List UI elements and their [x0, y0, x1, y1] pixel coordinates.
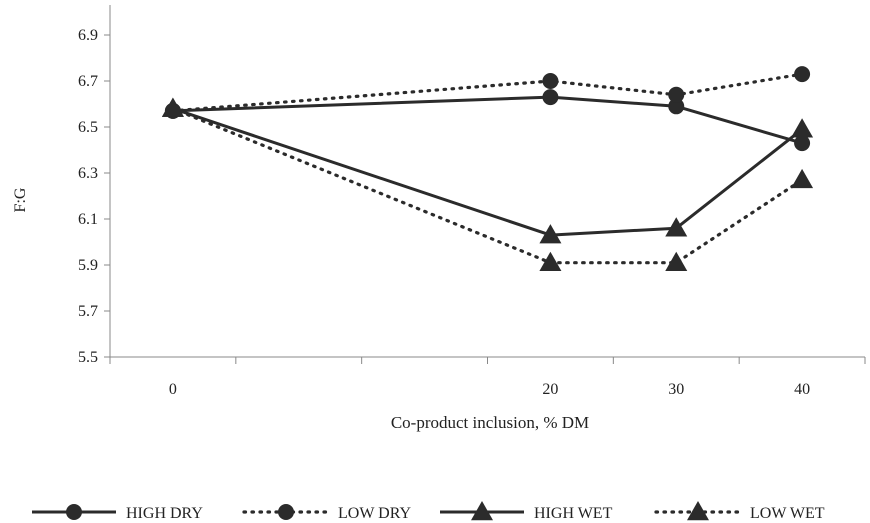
- legend: HIGH DRY LOW DRY HIGH WET LOW WET: [32, 501, 825, 522]
- high-dry-line: [172, 95, 803, 145]
- y-tick-label: 5.5: [78, 349, 98, 366]
- high-dry-point: [542, 89, 559, 106]
- legend-high-dry-label: HIGH DRY: [126, 505, 203, 522]
- low-wet-point: [791, 168, 814, 189]
- y-tick-label: 6.7: [78, 73, 98, 90]
- legend-low-wet-label: LOW WET: [750, 505, 825, 522]
- low-wet-point: [665, 251, 688, 271]
- low-wet-point: [539, 251, 562, 271]
- low-dry-point: [668, 86, 685, 103]
- x-axis: 0 20 30 40: [109, 356, 866, 398]
- y-tick-label: 6.1: [78, 211, 98, 228]
- series-markers: [161, 66, 814, 271]
- legend-high-wet-label: HIGH WET: [534, 505, 613, 522]
- high-wet-point: [791, 118, 814, 138]
- series-lines: [171, 72, 804, 265]
- high-wet-point: [665, 217, 688, 237]
- y-tick-label: 5.9: [78, 257, 98, 274]
- y-tick-label: 5.7: [78, 303, 98, 320]
- x-axis-label: Co-product inclusion, % DM: [391, 413, 589, 432]
- low-dry-point: [794, 66, 811, 83]
- high-dry-point: [794, 135, 811, 152]
- legend-low-wet-swatch-marker: [687, 501, 709, 521]
- y-tick-label: 6.9: [78, 27, 98, 44]
- low-wet-line: [171, 106, 804, 265]
- x-tick-label: 30: [668, 381, 684, 398]
- low-dry-line: [171, 72, 804, 113]
- y-axis: 5.5 5.7 5.9 6.1 6.3 6.5 6.7 6.9: [78, 5, 111, 366]
- high-dry-point: [668, 98, 685, 115]
- x-tick-label: 40: [794, 381, 810, 398]
- y-tick-label: 6.5: [78, 119, 98, 136]
- low-dry-point: [542, 73, 559, 89]
- y-tick-label: 6.3: [78, 165, 98, 182]
- high-wet-line: [172, 107, 804, 237]
- legend-low-dry-swatch-marker: [278, 504, 294, 520]
- legend-high-dry-swatch-marker: [66, 504, 82, 520]
- legend-high-wet-swatch-marker: [471, 501, 493, 521]
- y-axis-label: F:G: [12, 187, 29, 212]
- low-wet-point: [161, 97, 184, 117]
- legend-low-dry-label: LOW DRY: [338, 505, 411, 522]
- x-tick-label: 0: [169, 381, 177, 398]
- x-tick-label: 20: [542, 381, 558, 398]
- high-wet-point: [539, 224, 562, 244]
